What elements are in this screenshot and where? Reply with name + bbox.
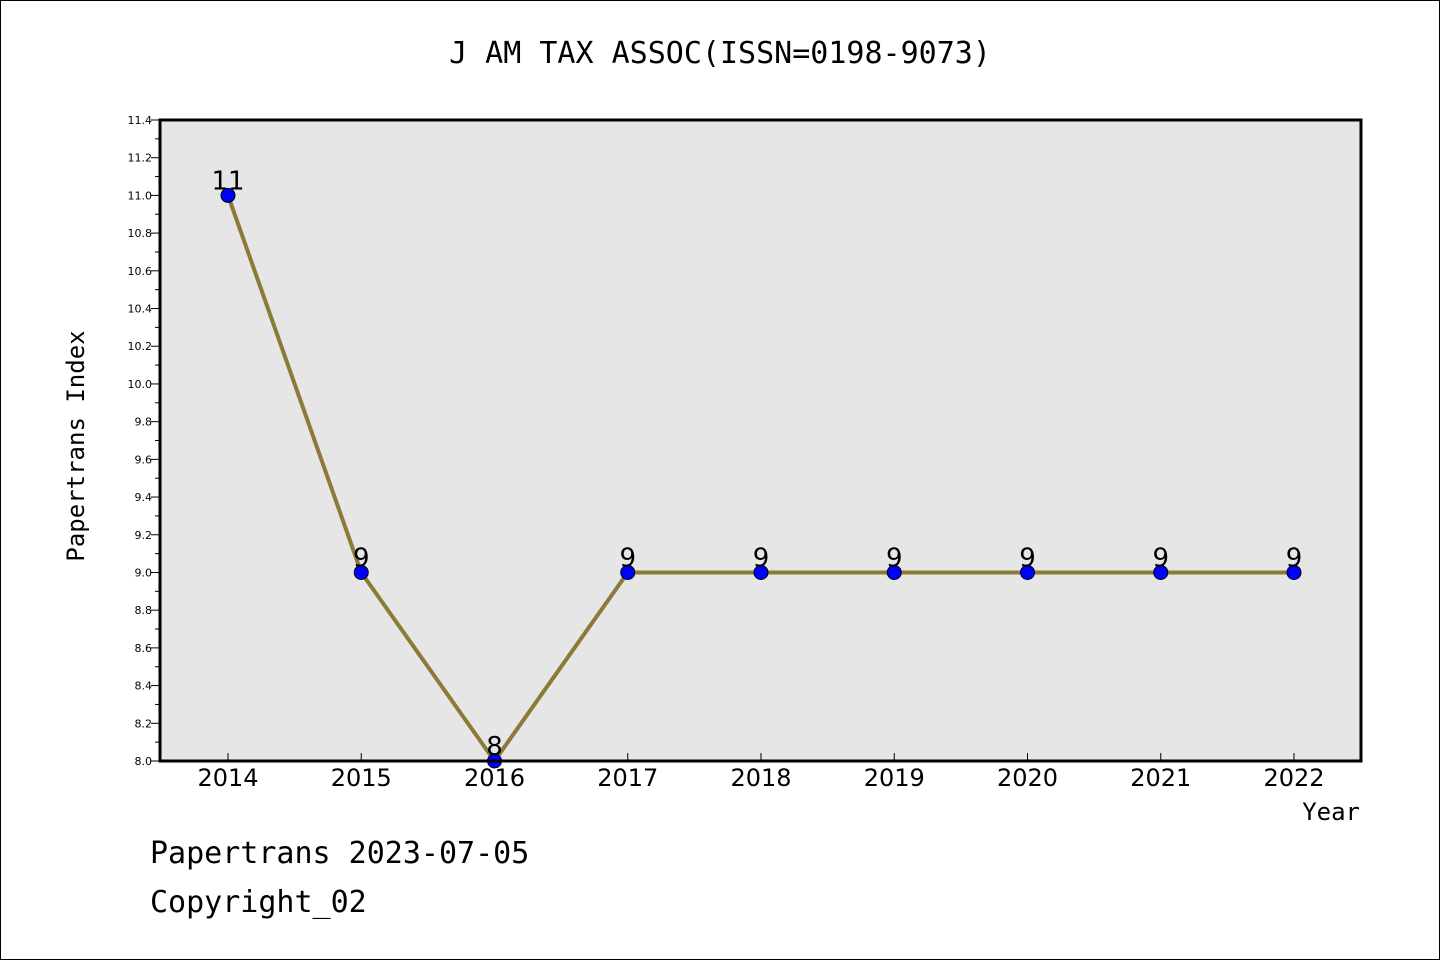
data-point bbox=[220, 187, 236, 203]
x-tick-label: 2014 bbox=[197, 764, 258, 792]
y-tick-label: 10.0 bbox=[128, 378, 153, 391]
x-tick-label: 2021 bbox=[1130, 764, 1191, 792]
y-tick-label: 9.4 bbox=[135, 491, 153, 504]
y-tick-label: 10.4 bbox=[128, 303, 153, 316]
x-tick-label: 2015 bbox=[331, 764, 392, 792]
y-tick-label: 10.8 bbox=[128, 227, 153, 240]
y-tick-label: 10.6 bbox=[128, 265, 153, 278]
x-tick-label: 2019 bbox=[864, 764, 925, 792]
data-label: 8 bbox=[486, 732, 503, 762]
chart-title: J AM TAX ASSOC(ISSN=0198-9073) bbox=[449, 36, 991, 71]
y-tick-label: 11.4 bbox=[128, 114, 153, 127]
data-point bbox=[753, 564, 769, 580]
x-axis-ticks: 2014 2015 2016 2017 2018 2019 2020 2021 2022 bbox=[197, 753, 1325, 792]
x-tick-label: 2018 bbox=[730, 764, 791, 792]
y-tick-label: 9.8 bbox=[135, 416, 153, 429]
data-label: 9 bbox=[1286, 543, 1303, 573]
y-axis-ticks: 8.0 8.2 8.4 8.6 8.8 9.0 9.2 9.4 9.6 9.8 10.0 10.2 10… bbox=[128, 114, 160, 768]
footer-date: Papertrans 2023-07-05 bbox=[150, 836, 530, 871]
y-tick-label: 11.2 bbox=[128, 152, 153, 165]
x-tick-label: 2022 bbox=[1263, 764, 1324, 792]
data-point bbox=[620, 564, 636, 580]
x-tick-label: 2020 bbox=[997, 764, 1058, 792]
plot-area bbox=[160, 120, 1361, 761]
y-tick-label: 9.6 bbox=[135, 453, 153, 466]
x-axis-label: Year bbox=[1302, 798, 1360, 826]
data-point bbox=[353, 564, 369, 580]
data-label: 9 bbox=[619, 543, 636, 573]
data-label: 9 bbox=[753, 543, 770, 573]
plot-border bbox=[158, 118, 1363, 763]
y-tick-label: 8.4 bbox=[135, 680, 153, 693]
data-label: 9 bbox=[886, 543, 903, 573]
data-point bbox=[1153, 564, 1169, 580]
y-tick-label: 9.2 bbox=[135, 529, 153, 542]
y-tick-label: 8.8 bbox=[135, 604, 153, 617]
y-tick-label: 10.2 bbox=[128, 340, 153, 353]
x-tick-label: 2016 bbox=[464, 764, 525, 792]
y-tick-label: 11.0 bbox=[128, 189, 153, 202]
series-group: 11 9 8 9 9 9 9 9 9 bbox=[211, 166, 1303, 769]
data-label: 9 bbox=[1152, 543, 1169, 573]
y-tick-label: 8.6 bbox=[135, 642, 153, 655]
data-label: 11 bbox=[211, 166, 244, 196]
data-label: 9 bbox=[1019, 543, 1036, 573]
data-point bbox=[1286, 564, 1302, 580]
footer-copyright: Copyright_02 bbox=[150, 885, 367, 920]
data-point bbox=[1020, 564, 1035, 580]
y-tick-label: 8.0 bbox=[135, 755, 153, 768]
y-tick-label: 9.0 bbox=[135, 566, 153, 579]
x-tick-label: 2017 bbox=[597, 764, 658, 792]
data-label: 9 bbox=[353, 543, 370, 573]
y-tick-label: 8.2 bbox=[135, 717, 153, 730]
data-point bbox=[886, 564, 902, 580]
